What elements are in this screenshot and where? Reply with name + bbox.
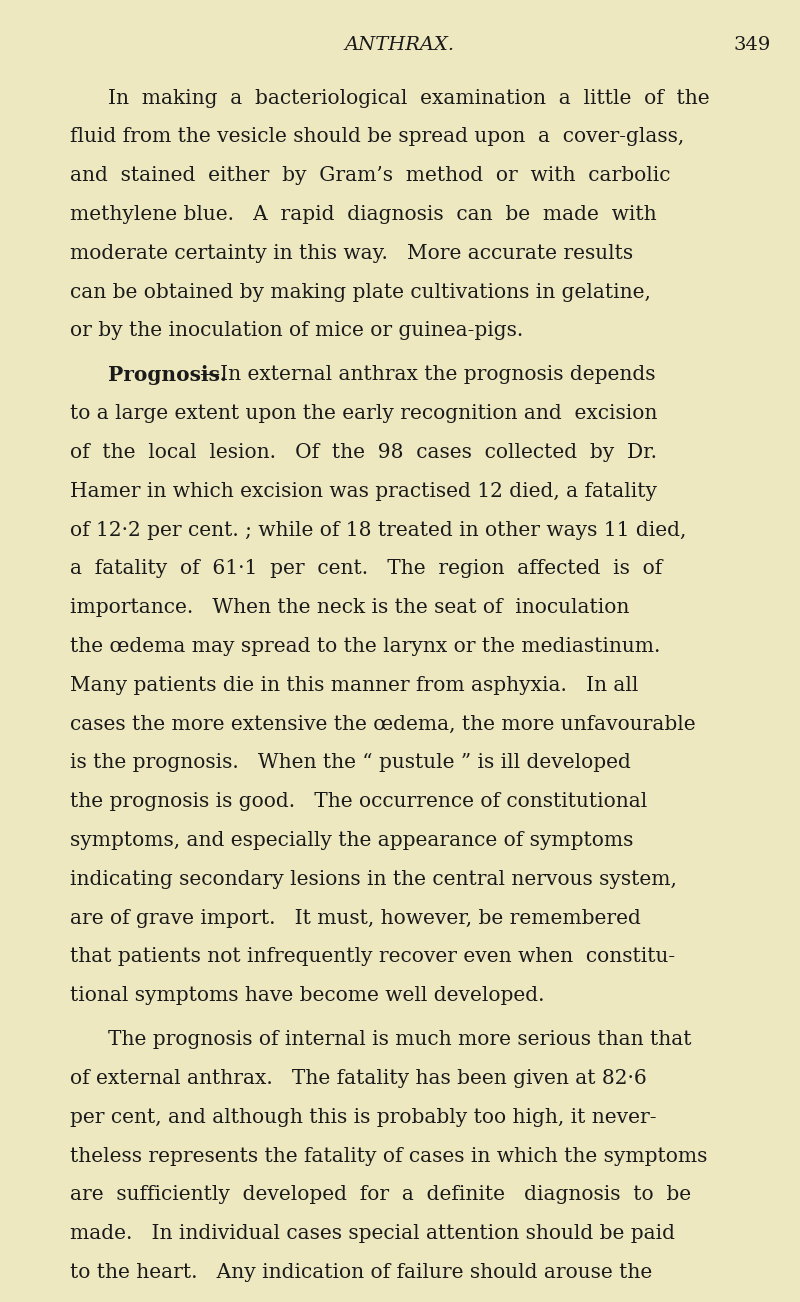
Text: In  making  a  bacteriological  examination  a  little  of  the: In making a bacteriological examination … — [108, 89, 710, 108]
Text: moderate certainty in this way.   More accurate results: moderate certainty in this way. More acc… — [70, 243, 633, 263]
Text: made.   In individual cases special attention should be paid: made. In individual cases special attent… — [70, 1224, 674, 1243]
Text: tional symptoms have become well developed.: tional symptoms have become well develop… — [70, 986, 544, 1005]
Text: indicating secondary lesions in the central nervous system,: indicating secondary lesions in the cent… — [70, 870, 677, 889]
Text: the œdema may spread to the larynx or the mediastinum.: the œdema may spread to the larynx or th… — [70, 637, 660, 656]
Text: to the heart.   Any indication of failure should arouse the: to the heart. Any indication of failure … — [70, 1263, 652, 1282]
Text: of  the  local  lesion.   Of  the  98  cases  collected  by  Dr.: of the local lesion. Of the 98 cases col… — [70, 443, 657, 462]
Text: —In external anthrax the prognosis depends: —In external anthrax the prognosis depen… — [200, 366, 655, 384]
Text: Hamer in which excision was practised 12 died, a fatality: Hamer in which excision was practised 12… — [70, 482, 657, 501]
Text: are of grave import.   It must, however, be remembered: are of grave import. It must, however, b… — [70, 909, 641, 927]
Text: methylene blue.   A  rapid  diagnosis  can  be  made  with: methylene blue. A rapid diagnosis can be… — [70, 204, 656, 224]
Text: Prognosis.: Prognosis. — [108, 366, 227, 385]
Text: are  sufficiently  developed  for  a  definite   diagnosis  to  be: are sufficiently developed for a definit… — [70, 1185, 690, 1204]
Text: of external anthrax.   The fatality has been given at 82·6: of external anthrax. The fatality has be… — [70, 1069, 646, 1088]
Text: cases the more extensive the œdema, the more unfavourable: cases the more extensive the œdema, the … — [70, 715, 695, 733]
Text: that patients not infrequently recover even when  constitu-: that patients not infrequently recover e… — [70, 948, 674, 966]
Text: per cent, and although this is probably too high, it never-: per cent, and although this is probably … — [70, 1108, 656, 1126]
Text: or by the inoculation of mice or guinea-pigs.: or by the inoculation of mice or guinea-… — [70, 322, 523, 340]
Text: The prognosis of internal is much more serious than that: The prognosis of internal is much more s… — [108, 1030, 691, 1049]
Text: symptoms, and especially the appearance of symptoms: symptoms, and especially the appearance … — [70, 831, 633, 850]
Text: Many patients die in this manner from asphyxia.   In all: Many patients die in this manner from as… — [70, 676, 638, 695]
Text: and  stained  either  by  Gram’s  method  or  with  carbolic: and stained either by Gram’s method or w… — [70, 167, 670, 185]
Text: importance.   When the neck is the seat of  inoculation: importance. When the neck is the seat of… — [70, 598, 629, 617]
Text: ANTHRAX.: ANTHRAX. — [345, 36, 455, 55]
Text: fluid from the vesicle should be spread upon  a  cover-glass,: fluid from the vesicle should be spread … — [70, 128, 684, 146]
Text: of 12·2 per cent. ; while of 18 treated in other ways 11 died,: of 12·2 per cent. ; while of 18 treated … — [70, 521, 686, 539]
Text: 349: 349 — [733, 36, 770, 55]
Text: the prognosis is good.   The occurrence of constitutional: the prognosis is good. The occurrence of… — [70, 792, 647, 811]
Text: to a large extent upon the early recognition and  excision: to a large extent upon the early recogni… — [70, 404, 657, 423]
Text: a  fatality  of  61·1  per  cent.   The  region  affected  is  of: a fatality of 61·1 per cent. The region … — [70, 560, 662, 578]
Text: can be obtained by making plate cultivations in gelatine,: can be obtained by making plate cultivat… — [70, 283, 650, 302]
Text: is the prognosis.   When the “ pustule ” is ill developed: is the prognosis. When the “ pustule ” i… — [70, 754, 630, 772]
Text: theless represents the fatality of cases in which the symptoms: theless represents the fatality of cases… — [70, 1147, 707, 1165]
